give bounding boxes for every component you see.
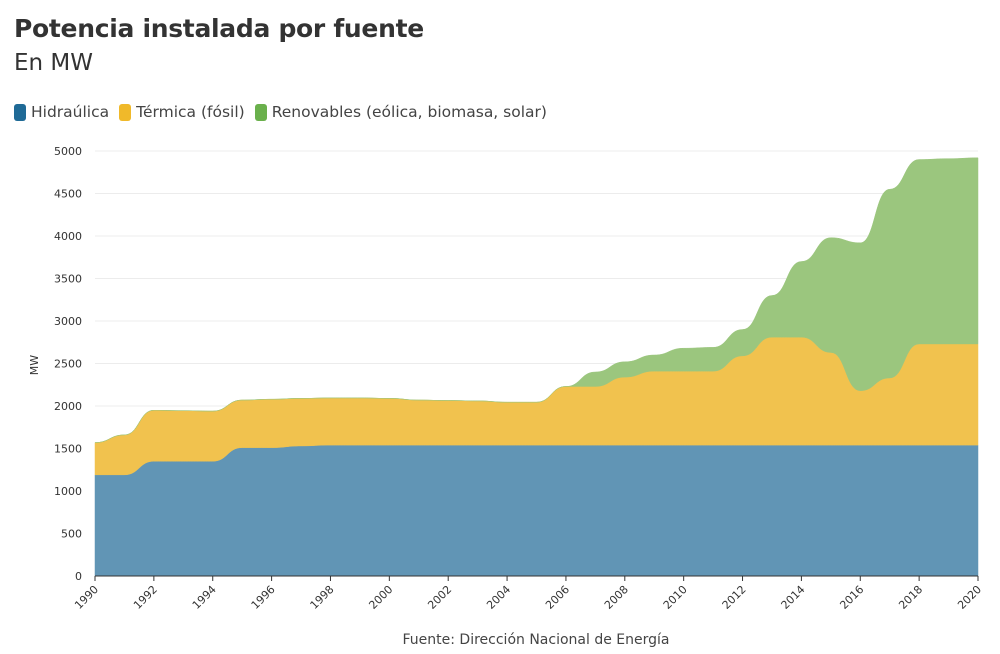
legend-label: Renovables (eólica, biomasa, solar) <box>271 103 547 121</box>
y-tick-label: 5000 <box>54 145 82 158</box>
chart-title: Potencia instalada por fuente <box>14 14 424 43</box>
x-tick-label: 1994 <box>190 583 219 612</box>
x-tick-label: 2018 <box>896 583 925 612</box>
x-tick-label: 2010 <box>661 583 690 612</box>
x-tick-label: 2008 <box>602 583 631 612</box>
area-hidraulica <box>94 444 979 577</box>
legend-item-termica[interactable]: Térmica (fósil) <box>119 103 245 121</box>
x-tick-label: 2004 <box>484 583 513 612</box>
y-tick-label: 500 <box>61 528 82 541</box>
y-axis-label: MW <box>28 355 41 375</box>
x-tick-label: 2016 <box>837 583 866 612</box>
y-tick-label: 2500 <box>54 358 82 371</box>
legend-label: Hidraúlica <box>31 103 110 121</box>
x-tick-label: 1992 <box>131 583 160 612</box>
x-tick-label: 2014 <box>779 583 808 612</box>
legend-item-hidraulica[interactable]: Hidraúlica <box>14 103 109 121</box>
y-tick-label: 2000 <box>54 400 82 413</box>
y-tick-label: 4000 <box>54 230 82 243</box>
legend-item-renovables[interactable]: Renovables (eólica, biomasa, solar) <box>254 103 547 121</box>
legend-label: Térmica (fósil) <box>136 103 245 121</box>
y-tick-label: 1500 <box>54 443 82 456</box>
y-tick-label: 3000 <box>54 315 82 328</box>
y-tick-label: 1000 <box>54 485 82 498</box>
x-tick-label: 2002 <box>425 583 454 612</box>
y-tick-label: 3500 <box>54 273 82 286</box>
legend-swatch <box>119 103 132 121</box>
x-tick-label: 1998 <box>308 583 337 612</box>
source-note: Fuente: Dirección Nacional de Energía <box>402 632 670 648</box>
x-tick-label: 1996 <box>249 583 278 612</box>
chart-subtitle: En MW <box>14 50 94 76</box>
y-tick-label: 0 <box>75 570 82 583</box>
x-tick-label: 2020 <box>955 583 984 612</box>
legend-swatch <box>254 103 267 121</box>
x-tick-label: 2012 <box>720 583 749 612</box>
y-tick-label: 4500 <box>54 188 82 201</box>
x-tick-label: 1990 <box>72 583 101 612</box>
x-tick-label: 2006 <box>543 583 572 612</box>
legend-swatch <box>14 103 26 121</box>
x-tick-label: 2000 <box>366 583 395 612</box>
area-renovables <box>94 157 979 443</box>
legend: Hidraúlica Térmica (fósil) Renovables (e… <box>14 103 547 121</box>
